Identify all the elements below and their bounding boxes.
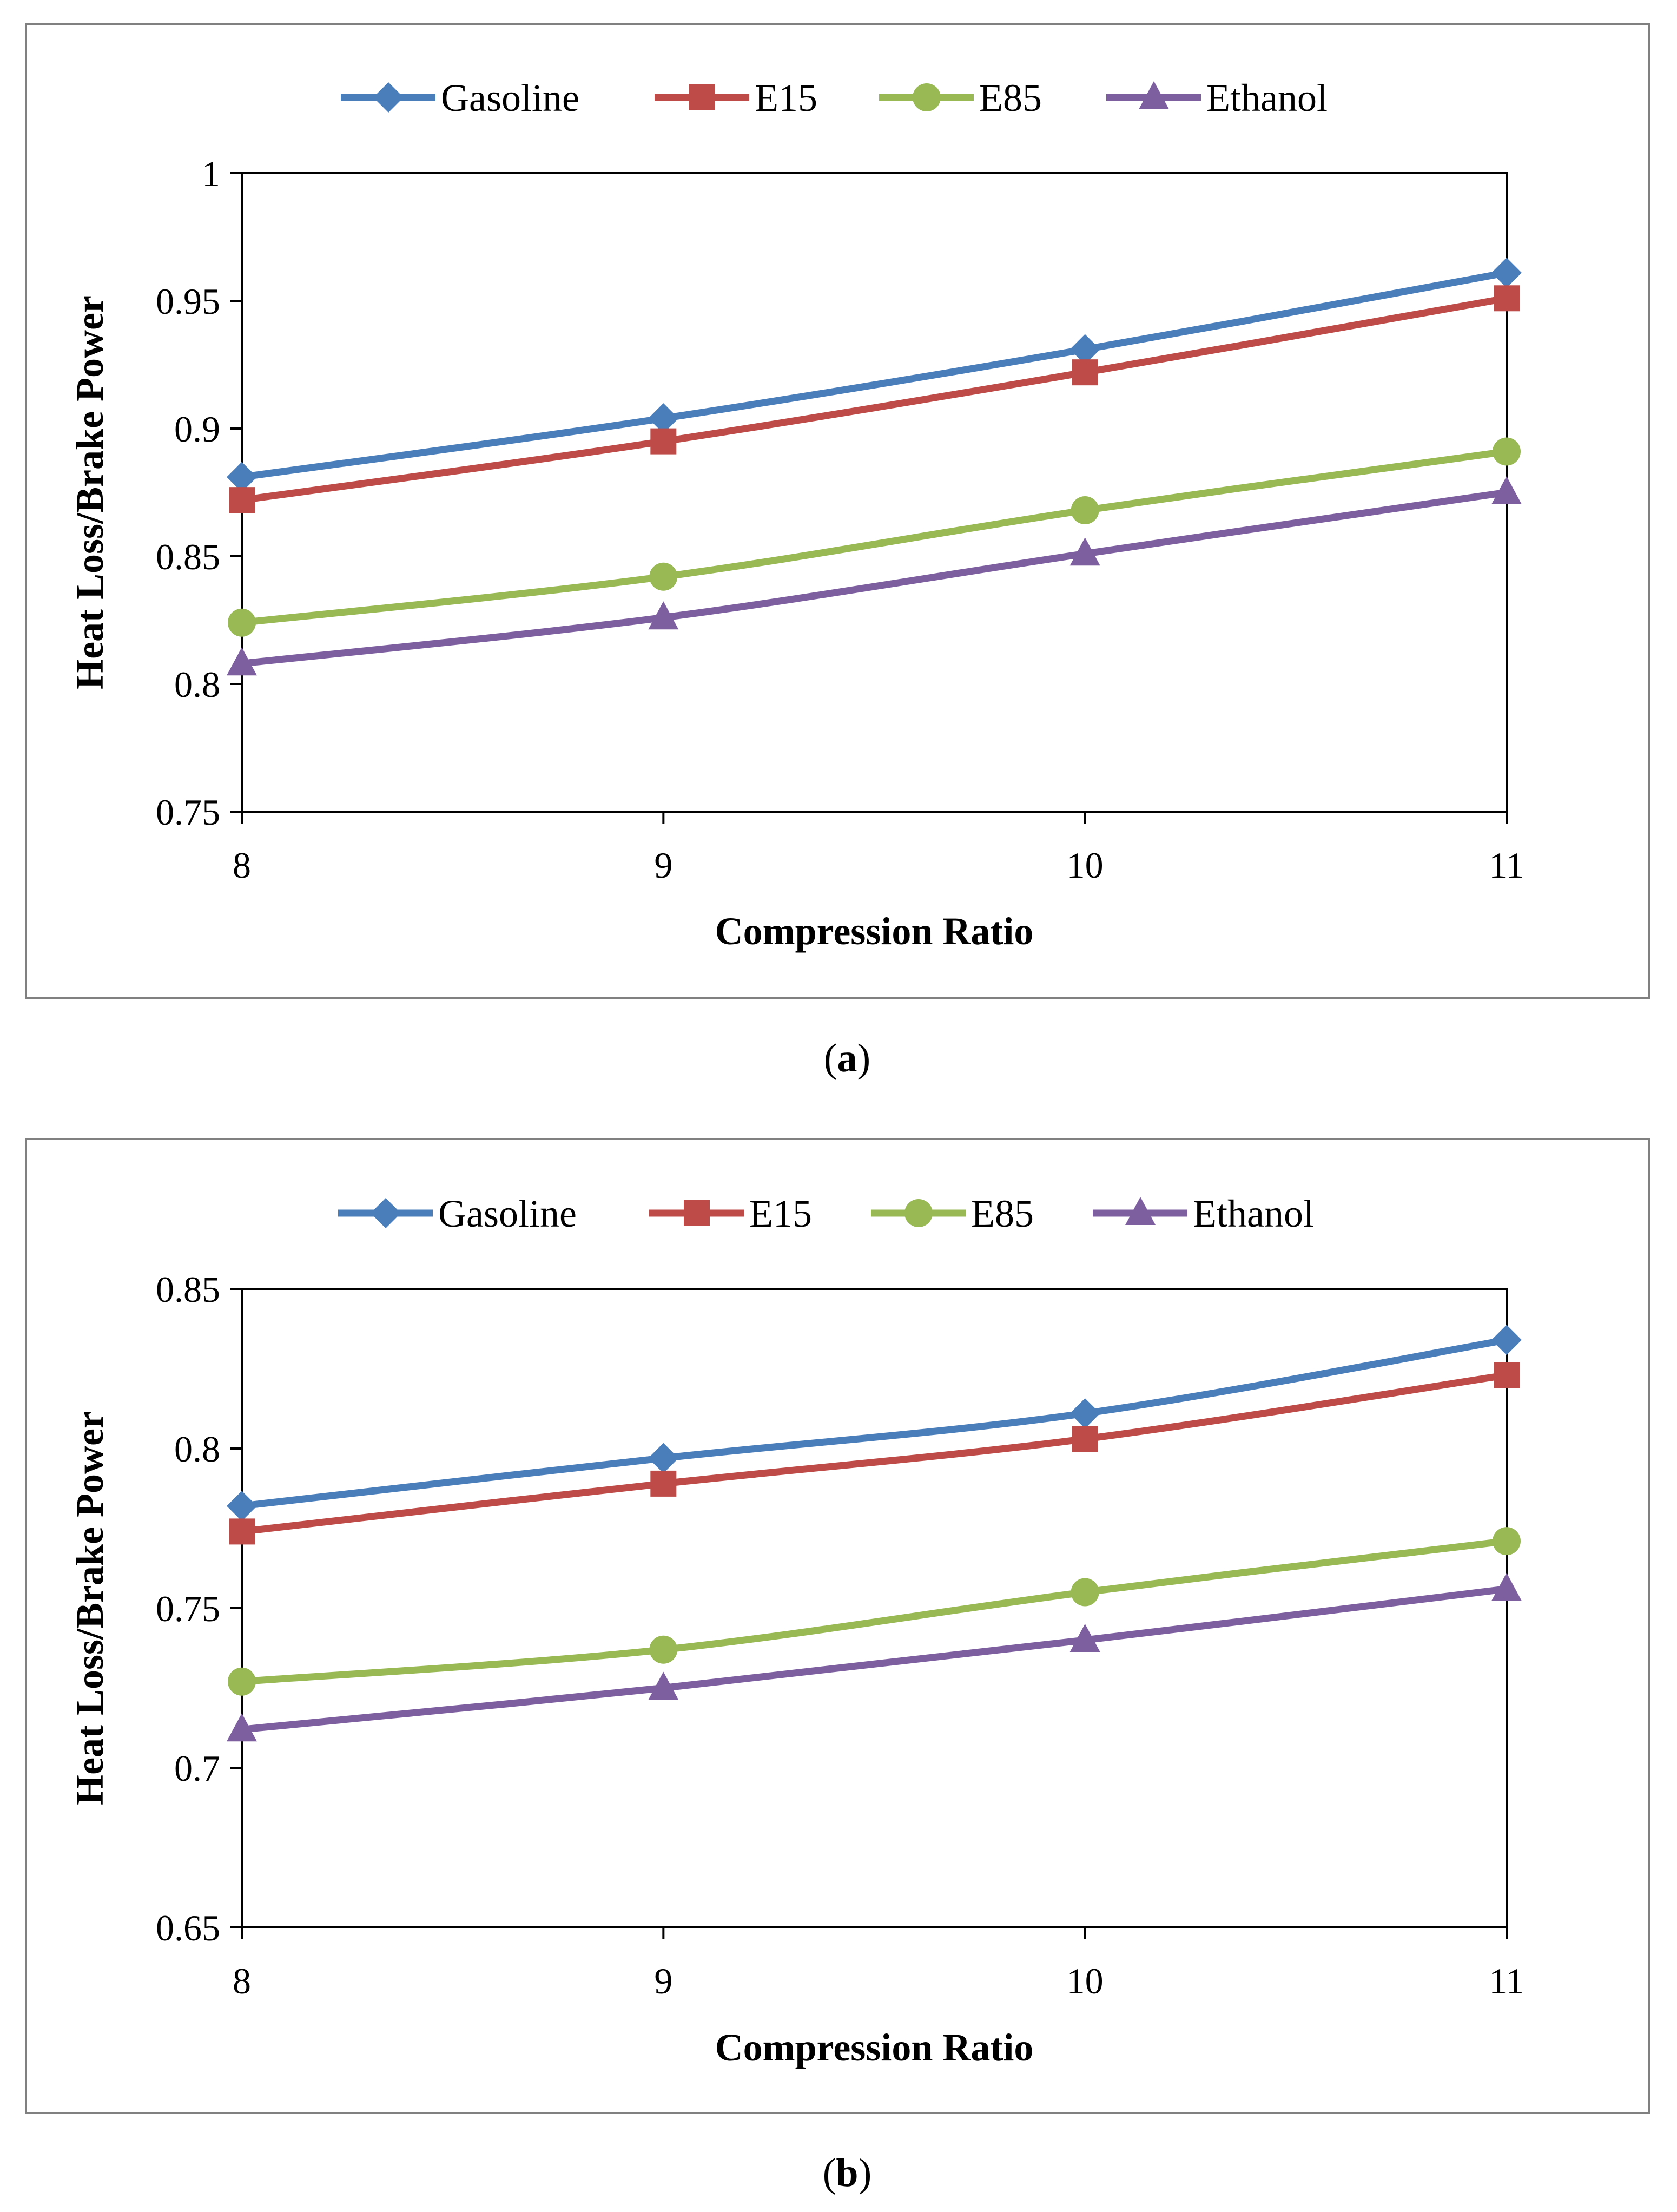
- x-axis-title: Compression Ratio: [715, 2026, 1034, 2069]
- y-axis-title: Heat Loss/Brake Power: [68, 1411, 111, 1805]
- legend-marker-ethanol: [1139, 81, 1169, 109]
- caption-a: (a): [824, 1036, 870, 1081]
- x-tick-label: 10: [1067, 1960, 1104, 2002]
- legend-label: Ethanol: [1193, 1192, 1314, 1235]
- legend: Gasoline E15 E85 Ethanol: [341, 76, 1328, 120]
- data-point-ethanol: [227, 647, 257, 676]
- data-point-e15: [650, 428, 677, 455]
- series-line-ethanol: [238, 489, 1510, 667]
- legend-marker-e15: [689, 84, 715, 110]
- y-tick-label: 0.8: [174, 1428, 220, 1470]
- legend-label: E15: [749, 1192, 812, 1235]
- series-line-e85: [238, 1537, 1510, 1686]
- chart-panel-b: Gasoline E15 E85 Ethanol 0.65 0.7 0.75 0.8 0.85…: [25, 1138, 1650, 2114]
- data-point-e15: [650, 1470, 677, 1497]
- data-point-e15: [1494, 285, 1520, 312]
- y-tick-label: 1: [202, 153, 220, 194]
- series-line-gasoline: [238, 1336, 1510, 1510]
- legend-marker-gasoline: [371, 1198, 401, 1228]
- x-tick-label: 8: [233, 845, 251, 886]
- legend-marker-e85: [904, 1199, 933, 1227]
- y-tick-label: 0.95: [156, 281, 220, 322]
- data-point-gasoline: [1069, 1398, 1100, 1429]
- y-tick-label: 0.85: [156, 536, 220, 577]
- series-line-ethanol: [238, 1585, 1510, 1733]
- legend-marker-e15: [684, 1200, 710, 1226]
- x-axis-ticks: 8 9 10 11: [233, 812, 1524, 886]
- data-point-e85: [228, 1667, 256, 1696]
- y-tick-label: 0.7: [174, 1748, 220, 1789]
- data-point-e85: [1493, 437, 1521, 466]
- data-point-gasoline: [648, 403, 679, 434]
- data-point-ethanol: [227, 1713, 257, 1742]
- data-point-gasoline: [648, 1443, 679, 1473]
- data-point-ethanol: [648, 601, 679, 630]
- data-point-ethanol: [1491, 476, 1522, 504]
- panel-frame: [25, 23, 1650, 999]
- legend-label: Gasoline: [441, 76, 579, 120]
- x-tick-label: 11: [1489, 845, 1524, 886]
- data-point-gasoline: [1069, 334, 1100, 365]
- legend-label: Gasoline: [438, 1192, 577, 1235]
- x-axis-title: Compression Ratio: [715, 910, 1034, 953]
- data-point-e85: [1071, 1578, 1099, 1607]
- legend-label: E15: [755, 76, 817, 120]
- data-point-e15: [229, 1518, 255, 1545]
- y-tick-label: 0.65: [156, 1907, 220, 1948]
- data-point-ethanol: [648, 1671, 679, 1700]
- series-layer: [227, 1325, 1522, 1742]
- legend-label: Ethanol: [1206, 76, 1328, 120]
- y-axis-title: Heat Loss/Brake Power: [68, 295, 111, 689]
- x-tick-label: 11: [1489, 1960, 1524, 2002]
- legend-label: E85: [971, 1192, 1034, 1235]
- data-point-e85: [649, 562, 678, 591]
- data-point-e85: [649, 1635, 678, 1664]
- x-tick-label: 9: [654, 845, 672, 886]
- x-axis-ticks: 8 9 10 11: [233, 1927, 1524, 2002]
- y-axis-ticks: 0.75 0.8 0.85 0.9 0.95 1: [156, 153, 242, 833]
- data-point-gasoline: [1491, 258, 1522, 288]
- series-line-gasoline: [238, 269, 1510, 481]
- y-tick-label: 0.75: [156, 792, 220, 833]
- y-axis-ticks: 0.65 0.7 0.75 0.8 0.85: [156, 1269, 242, 1948]
- data-point-e85: [1493, 1527, 1521, 1556]
- data-point-e15: [1072, 1426, 1098, 1452]
- x-tick-label: 9: [654, 1960, 672, 2002]
- data-point-gasoline: [227, 1491, 257, 1522]
- x-tick-label: 8: [233, 1960, 251, 2002]
- legend-marker-e85: [913, 83, 941, 111]
- caption-letter: b: [836, 2151, 858, 2195]
- data-point-gasoline: [227, 462, 257, 492]
- data-point-e85: [1071, 496, 1099, 525]
- data-point-ethanol: [1491, 1572, 1522, 1601]
- legend-marker-gasoline: [373, 82, 404, 113]
- caption-letter: a: [837, 1036, 857, 1081]
- data-point-gasoline: [1491, 1325, 1522, 1355]
- x-tick-label: 10: [1067, 845, 1104, 886]
- series-line-e15: [238, 294, 1510, 504]
- data-point-ethanol: [1069, 1624, 1100, 1652]
- data-point-ethanol: [1069, 537, 1100, 566]
- y-tick-label: 0.9: [174, 409, 220, 450]
- y-tick-label: 0.85: [156, 1269, 220, 1310]
- y-tick-label: 0.8: [174, 664, 220, 705]
- data-point-e85: [228, 608, 256, 637]
- chart-panel-a: Gasoline E15 E85 Ethanol 0.75 0.8 0.85 0.9 0.95…: [25, 23, 1650, 999]
- data-point-e15: [1072, 359, 1098, 386]
- legend-label: E85: [979, 76, 1042, 120]
- legend: Gasoline E15 E85 Ethanol: [338, 1192, 1314, 1235]
- data-point-e15: [1494, 1362, 1520, 1388]
- series-line-e15: [238, 1371, 1510, 1535]
- y-tick-label: 0.75: [156, 1588, 220, 1629]
- legend-marker-ethanol: [1125, 1197, 1156, 1225]
- data-point-e15: [229, 487, 255, 514]
- series-layer: [227, 258, 1522, 676]
- caption-b: (b): [823, 2151, 871, 2195]
- series-line-e85: [238, 447, 1510, 627]
